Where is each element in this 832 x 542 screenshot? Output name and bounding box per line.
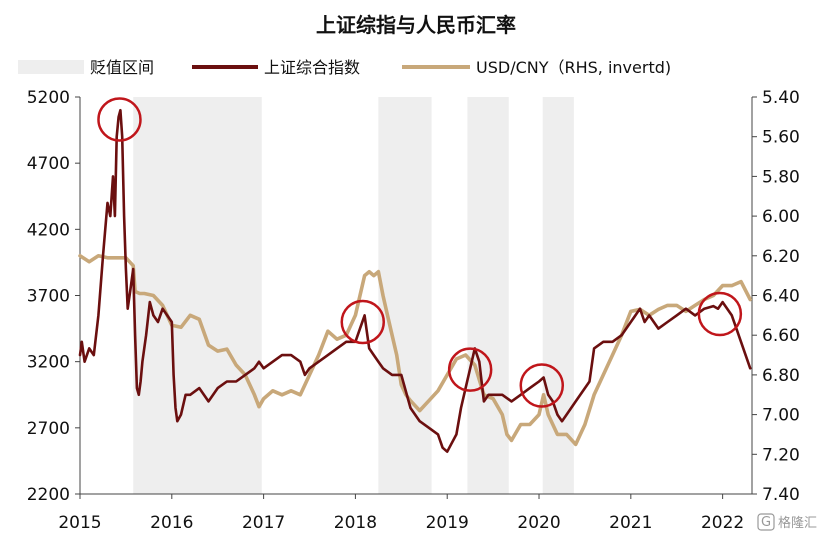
highlight-circle-0 — [97, 97, 142, 142]
y-right-tick-label: 7.40 — [762, 485, 800, 505]
x-tick-label: 2017 — [242, 513, 285, 533]
highlight-circle-2 — [447, 347, 493, 392]
y-left-tick-label: 3200 — [27, 353, 70, 373]
y-right-tick-label: 5.80 — [762, 167, 800, 187]
y-left-tick-label: 4200 — [27, 220, 70, 240]
legend-swatch-shade — [18, 60, 84, 74]
watermark: G 格隆汇 — [757, 513, 817, 531]
shade-band-3 — [542, 97, 574, 494]
watermark-logo-icon — [757, 513, 775, 531]
x-tick-label: 2020 — [517, 513, 560, 533]
shade-band-1 — [378, 97, 432, 494]
chart-title: 上证综指与人民币汇率 — [316, 13, 516, 37]
legend-label-sse: 上证综合指数 — [264, 58, 360, 77]
watermark-text: 格隆汇 — [778, 515, 817, 531]
y-right-tick-label: 6.80 — [762, 366, 800, 386]
y-right-tick-label: 6.60 — [762, 326, 800, 346]
y-right-tick-label: 7.00 — [762, 406, 800, 426]
y-right-tick-label: 6.00 — [762, 207, 800, 227]
series-lines — [78, 108, 753, 454]
watermark-logo-letter: G — [761, 515, 771, 530]
shaded-ranges — [133, 97, 574, 494]
series-line-sse — [78, 108, 752, 454]
y-left-tick-label: 2200 — [27, 485, 70, 505]
highlight-circle-1 — [340, 299, 386, 345]
y-right-tick-label: 6.40 — [762, 287, 800, 307]
y-left-tick-label: 5200 — [27, 88, 70, 108]
x-tick-label: 2015 — [58, 513, 101, 533]
y-left-tick-label: 3700 — [27, 287, 70, 307]
x-tick-label: 2021 — [609, 513, 652, 533]
x-tick-label: 2016 — [150, 513, 193, 533]
axes: 5200 4700 4200 3700 3200 2700 2200 5.40 5.60 5.80… — [27, 88, 800, 533]
x-tick-label: 2019 — [426, 513, 469, 533]
shade-band-2 — [467, 97, 509, 494]
y-left-tick-label: 4700 — [27, 154, 70, 174]
x-tick-label: 2022 — [701, 513, 744, 533]
highlight-circle-3 — [519, 363, 565, 408]
legend-label-usdcny: USD/CNY（RHS, invertd) — [476, 58, 671, 77]
highlight-circles — [97, 97, 743, 408]
legend: 贬值区间 上证综合指数 USD/CNY（RHS, invertd) — [18, 58, 671, 77]
y-right-tick-label: 7.20 — [762, 445, 800, 465]
y-right-tick-label: 6.20 — [762, 247, 800, 267]
highlight-circle-4 — [697, 291, 743, 337]
x-tick-label: 2018 — [334, 513, 377, 533]
legend-label-shade: 贬值区间 — [90, 58, 154, 77]
y-right-tick-label: 5.60 — [762, 128, 800, 148]
y-left-tick-label: 2700 — [27, 419, 70, 439]
y-right-tick-label: 5.40 — [762, 88, 800, 108]
